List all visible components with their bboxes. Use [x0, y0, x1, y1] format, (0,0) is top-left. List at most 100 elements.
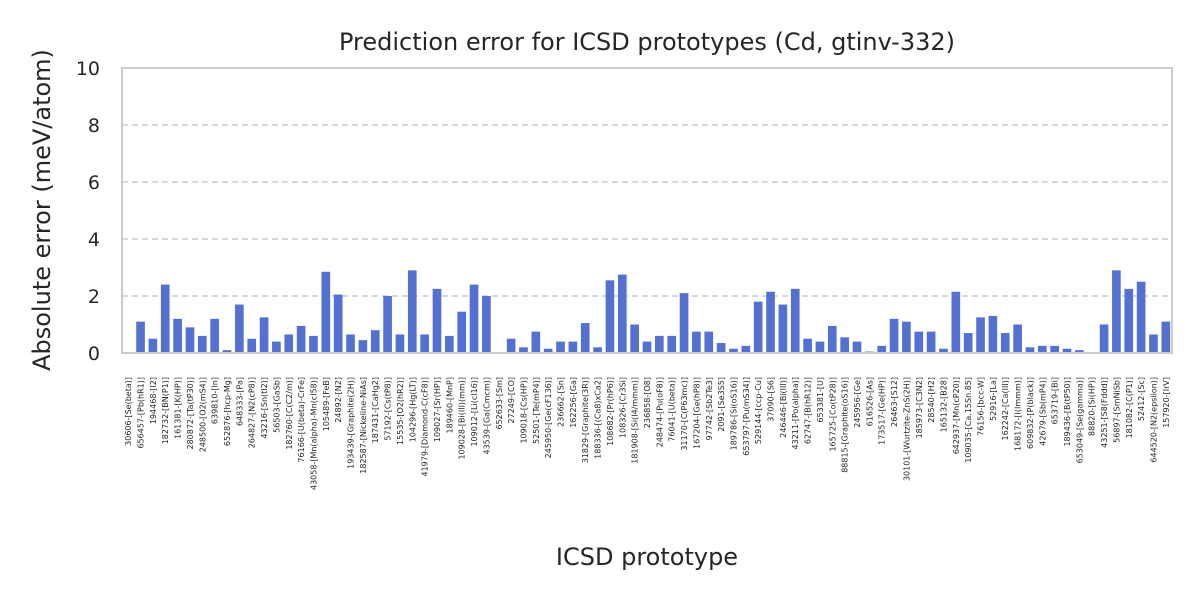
x-tick-label: 2091-[Se3S5] — [717, 377, 726, 432]
bar-18 — [346, 334, 355, 353]
bar-24 — [420, 334, 429, 353]
x-tick-label: 193439-[Graphite(2H)] — [347, 377, 356, 469]
x-tick-label: 182587-[Nickeline-NiAs] — [359, 377, 368, 474]
x-tick-label: 648333-[Pa] — [235, 377, 244, 426]
bar-22 — [395, 334, 405, 353]
x-tick-label: 652876-[hcp-Mg] — [223, 377, 232, 446]
bar-48 — [716, 343, 726, 353]
x-tick-label: 185973-[C3N2] — [915, 377, 924, 438]
x-tick-label: 31829-[Graphite(3R)] — [581, 377, 590, 463]
bar-54 — [790, 288, 800, 353]
x-tick-label: 245956-[Ge] — [853, 377, 862, 428]
x-tick-label: 162242-[Ca(III)] — [1001, 377, 1010, 440]
bar-57 — [827, 325, 837, 353]
bar-79 — [1099, 324, 1109, 353]
bars — [136, 270, 1171, 353]
bar-31 — [506, 338, 516, 353]
x-tick-label: 62747-[B(hR12)] — [804, 377, 813, 444]
x-tick-label: 652633-[Sm] — [495, 377, 504, 430]
x-tick-label: 104296-[Hg(LT)] — [408, 377, 417, 442]
x-tick-label: 182760-[C(C2/m)] — [285, 377, 294, 450]
bar-70 — [988, 315, 998, 353]
x-tick-label: 616526-[As] — [865, 377, 874, 426]
bar-33 — [531, 331, 541, 353]
bar-37 — [580, 323, 590, 353]
x-tick-label: 76041-[U(beta)] — [668, 377, 677, 442]
bar-59 — [852, 341, 862, 353]
x-tick-label: 42679-[Sb(mP4)] — [1038, 377, 1047, 446]
x-tick-label: 181082-[C(P1)] — [1125, 377, 1134, 438]
x-tick-label: 30101-[Wurtzite-ZnS(2H)] — [902, 377, 911, 481]
bar-66 — [939, 348, 948, 353]
x-tick-label: 187431-[CaHg2] — [371, 377, 380, 443]
x-tick-label: 30606-[Se(beta)] — [124, 377, 133, 446]
x-tick-label: 43539-[Ga(Cmcm)] — [482, 377, 491, 455]
bar-68 — [963, 333, 973, 353]
bar-32 — [519, 347, 528, 353]
x-tick-label: 189436-[B(tP50)] — [1063, 377, 1072, 447]
bar-15 — [309, 335, 318, 353]
bar-38 — [593, 347, 602, 353]
x-tick-label: 24892-[N2] — [334, 377, 343, 423]
bar-28 — [469, 284, 479, 353]
x-tick-label: 642937-[Mn(cP20)] — [952, 377, 961, 454]
x-tick-label: 31170-[C(P63mc)] — [680, 377, 689, 451]
bar-61 — [877, 345, 887, 353]
x-tick-label: 56897-[SmNiSb] — [1112, 377, 1121, 443]
x-tick-label: 189786-[Si(oS16)] — [729, 377, 738, 450]
bar-6 — [197, 335, 207, 353]
bar-62 — [889, 318, 899, 353]
x-tick-label: 43216-[Sn(tI2)] — [260, 377, 269, 439]
x-tick-label: 28540-[H2] — [927, 377, 936, 423]
x-tick-label: 246446-[Bi(III)] — [779, 377, 788, 438]
bar-42 — [642, 341, 652, 353]
bar-36 — [568, 341, 578, 353]
bar-80 — [1112, 270, 1121, 353]
bar-26 — [445, 335, 454, 353]
x-tick-label: 644520-[N2(epsilon)] — [1149, 377, 1158, 463]
bar-77 — [1075, 350, 1084, 353]
x-tick-label: 194468-[I2] — [149, 377, 158, 424]
y-tick-label: 8 — [88, 115, 100, 137]
bar-8 — [222, 350, 232, 353]
x-tick-label: 245950-[Ge(cF136)] — [544, 377, 553, 458]
x-tick-label: 165725-[Co(tP28)] — [828, 377, 837, 452]
x-tick-label: 109018-[Cs(HP)] — [519, 377, 528, 444]
bar-45 — [679, 293, 689, 353]
x-tick-label: 88815-[Graphite(oS16)] — [841, 377, 850, 473]
bar-3 — [160, 284, 170, 353]
bar-10 — [247, 338, 257, 353]
x-tick-label: 109012-[Li(cI16)] — [470, 377, 479, 447]
bar-83 — [1149, 334, 1158, 353]
x-tick-label: 188336-[(Ca8)xCa2] — [594, 377, 603, 459]
bar-72 — [1013, 324, 1022, 353]
x-tick-label: 157920-[IrV] — [1162, 377, 1171, 428]
bar-41 — [630, 324, 639, 353]
x-tick-label: 105489-[FeB] — [322, 377, 331, 431]
y-tick-label: 0 — [88, 343, 100, 365]
x-tick-label: 173517-[Ge(HP)] — [878, 377, 887, 445]
bar-16 — [321, 271, 331, 353]
bar-76 — [1062, 348, 1072, 353]
x-tick-label: 15535-[O2(hR2)] — [396, 377, 405, 445]
x-tick-label: 43058-[Mn(alpha)-Mn(cI58)] — [309, 377, 318, 490]
x-tick-label: 609832-[P(black)] — [1026, 377, 1035, 449]
x-tick-label: 165132-[B28] — [939, 377, 948, 432]
bar-71 — [1000, 333, 1010, 353]
bar-49 — [729, 348, 738, 353]
bar-73 — [1025, 347, 1035, 353]
x-tick-label: 168172-[I(Immm)] — [1014, 377, 1023, 451]
bar-1 — [136, 321, 145, 353]
x-tick-label: 264827-[N2(cP8)] — [248, 377, 257, 448]
bar-19 — [358, 340, 368, 353]
bar-17 — [333, 294, 343, 353]
bar-14 — [296, 325, 306, 353]
x-tick-label: 280872-[Ta(tP30)] — [186, 377, 195, 450]
x-tick-label: 182732-[BN(P1)] — [161, 377, 170, 444]
bar-44 — [667, 335, 677, 353]
bar-35 — [556, 341, 565, 353]
x-tick-label: 653049-[Se(gamma)] — [1075, 377, 1084, 463]
bar-56 — [815, 341, 825, 353]
x-tick-label: 57192-[Cs(tP8)] — [384, 377, 393, 441]
bar-65 — [926, 331, 936, 353]
